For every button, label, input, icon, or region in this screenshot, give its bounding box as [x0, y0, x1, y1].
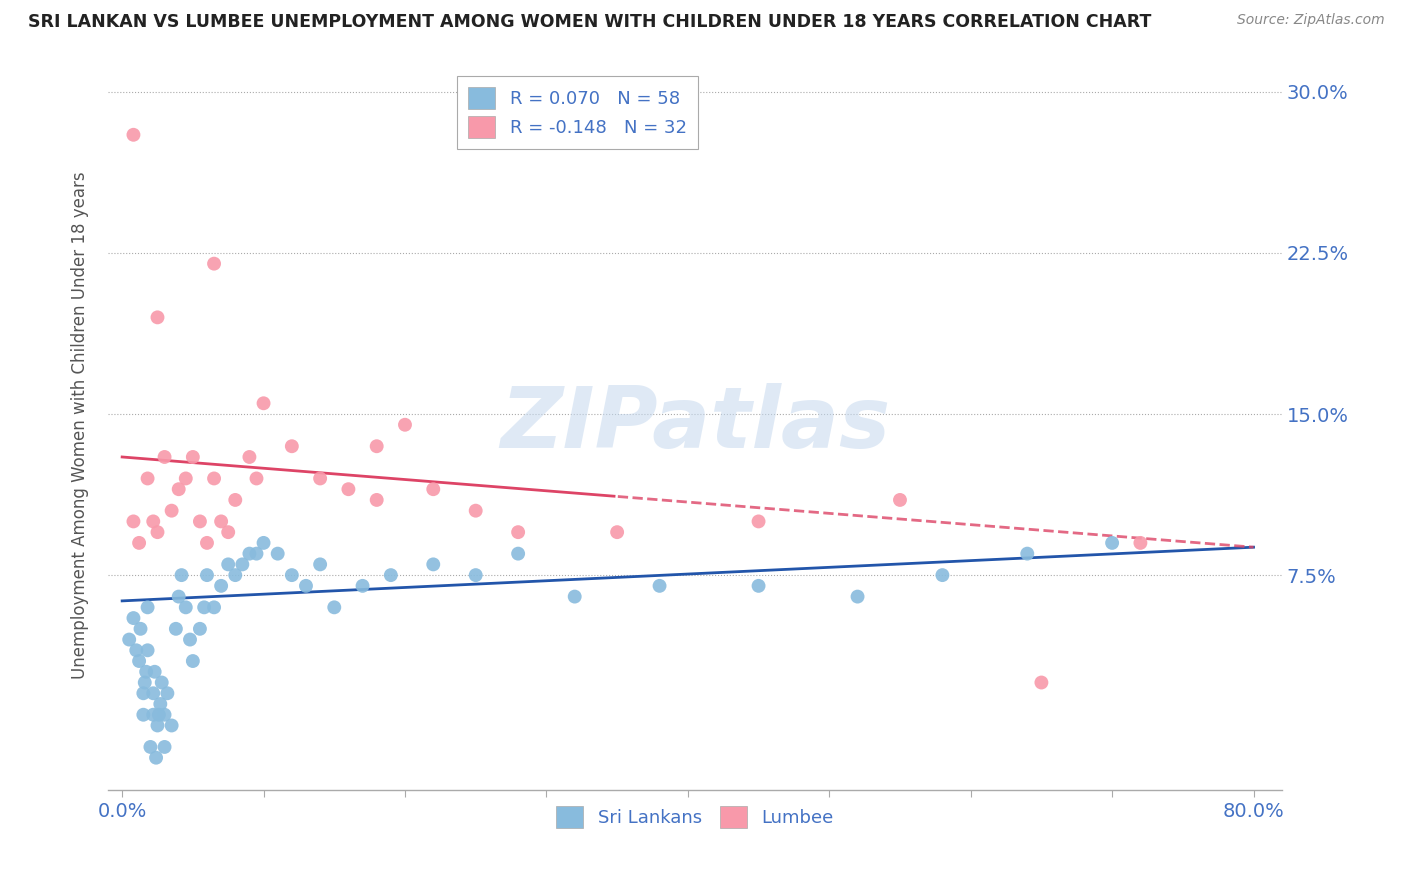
Point: [132, 686, 155, 700]
Point: [128, 654, 150, 668]
Point: [136, 471, 159, 485]
Point: [125, 643, 148, 657]
Point: [153, 739, 176, 754]
Point: [464, 504, 486, 518]
Text: SRI LANKAN VS LUMBEE UNEMPLOYMENT AMONG WOMEN WITH CHILDREN UNDER 18 YEARS CORRE: SRI LANKAN VS LUMBEE UNEMPLOYMENT AMONG …: [28, 13, 1152, 31]
Point: [165, 622, 187, 636]
Point: [170, 568, 193, 582]
Point: [193, 600, 215, 615]
Point: [1017, 547, 1039, 561]
Point: [145, 750, 167, 764]
Point: [366, 439, 388, 453]
Point: [217, 558, 239, 572]
Point: [181, 450, 204, 464]
Point: [139, 739, 162, 754]
Point: [508, 547, 530, 561]
Point: [122, 128, 145, 142]
Point: [146, 310, 169, 325]
Point: [135, 665, 157, 679]
Point: [394, 417, 416, 432]
Point: [129, 622, 152, 636]
Point: [352, 579, 374, 593]
Point: [564, 590, 586, 604]
Point: [160, 718, 183, 732]
Point: [132, 707, 155, 722]
Point: [118, 632, 141, 647]
Point: [181, 654, 204, 668]
Point: [337, 482, 360, 496]
Point: [224, 492, 246, 507]
Y-axis label: Unemployment Among Women with Children Under 18 years: Unemployment Among Women with Children U…: [72, 171, 89, 679]
Point: [134, 675, 156, 690]
Point: [1129, 536, 1152, 550]
Point: [245, 547, 267, 561]
Point: [209, 579, 232, 593]
Text: ZIPatlas: ZIPatlas: [499, 384, 890, 467]
Point: [464, 568, 486, 582]
Point: [931, 568, 953, 582]
Point: [188, 515, 211, 529]
Point: [508, 525, 530, 540]
Point: [146, 718, 169, 732]
Point: [648, 579, 671, 593]
Point: [606, 525, 628, 540]
Point: [1031, 675, 1053, 690]
Point: [153, 707, 176, 722]
Text: Source: ZipAtlas.com: Source: ZipAtlas.com: [1237, 13, 1385, 28]
Point: [202, 257, 225, 271]
Point: [148, 707, 170, 722]
Point: [150, 675, 173, 690]
Point: [195, 536, 218, 550]
Point: [252, 536, 274, 550]
Point: [217, 525, 239, 540]
Point: [122, 515, 145, 529]
Point: [889, 492, 911, 507]
Point: [231, 558, 253, 572]
Point: [122, 611, 145, 625]
Point: [366, 492, 388, 507]
Point: [167, 482, 190, 496]
Point: [167, 590, 190, 604]
Point: [748, 579, 770, 593]
Point: [179, 632, 201, 647]
Point: [245, 471, 267, 485]
Point: [422, 482, 444, 496]
Point: [149, 697, 172, 711]
Point: [422, 558, 444, 572]
Point: [224, 568, 246, 582]
Point: [252, 396, 274, 410]
Point: [309, 471, 332, 485]
Point: [156, 686, 179, 700]
Legend: Sri Lankans, Lumbee: Sri Lankans, Lumbee: [548, 799, 841, 836]
Point: [748, 515, 770, 529]
Point: [160, 504, 183, 518]
Point: [142, 707, 165, 722]
Point: [188, 622, 211, 636]
Point: [846, 590, 869, 604]
Point: [1101, 536, 1123, 550]
Point: [153, 450, 176, 464]
Point: [174, 600, 197, 615]
Point: [295, 579, 318, 593]
Point: [128, 536, 150, 550]
Point: [142, 515, 165, 529]
Point: [142, 686, 165, 700]
Point: [309, 558, 332, 572]
Point: [174, 471, 197, 485]
Point: [238, 547, 260, 561]
Point: [143, 665, 166, 679]
Point: [136, 643, 159, 657]
Point: [146, 525, 169, 540]
Point: [281, 439, 304, 453]
Point: [202, 471, 225, 485]
Point: [323, 600, 346, 615]
Point: [238, 450, 260, 464]
Point: [281, 568, 304, 582]
Point: [136, 600, 159, 615]
Point: [380, 568, 402, 582]
Point: [195, 568, 218, 582]
Point: [209, 515, 232, 529]
Point: [202, 600, 225, 615]
Point: [267, 547, 290, 561]
